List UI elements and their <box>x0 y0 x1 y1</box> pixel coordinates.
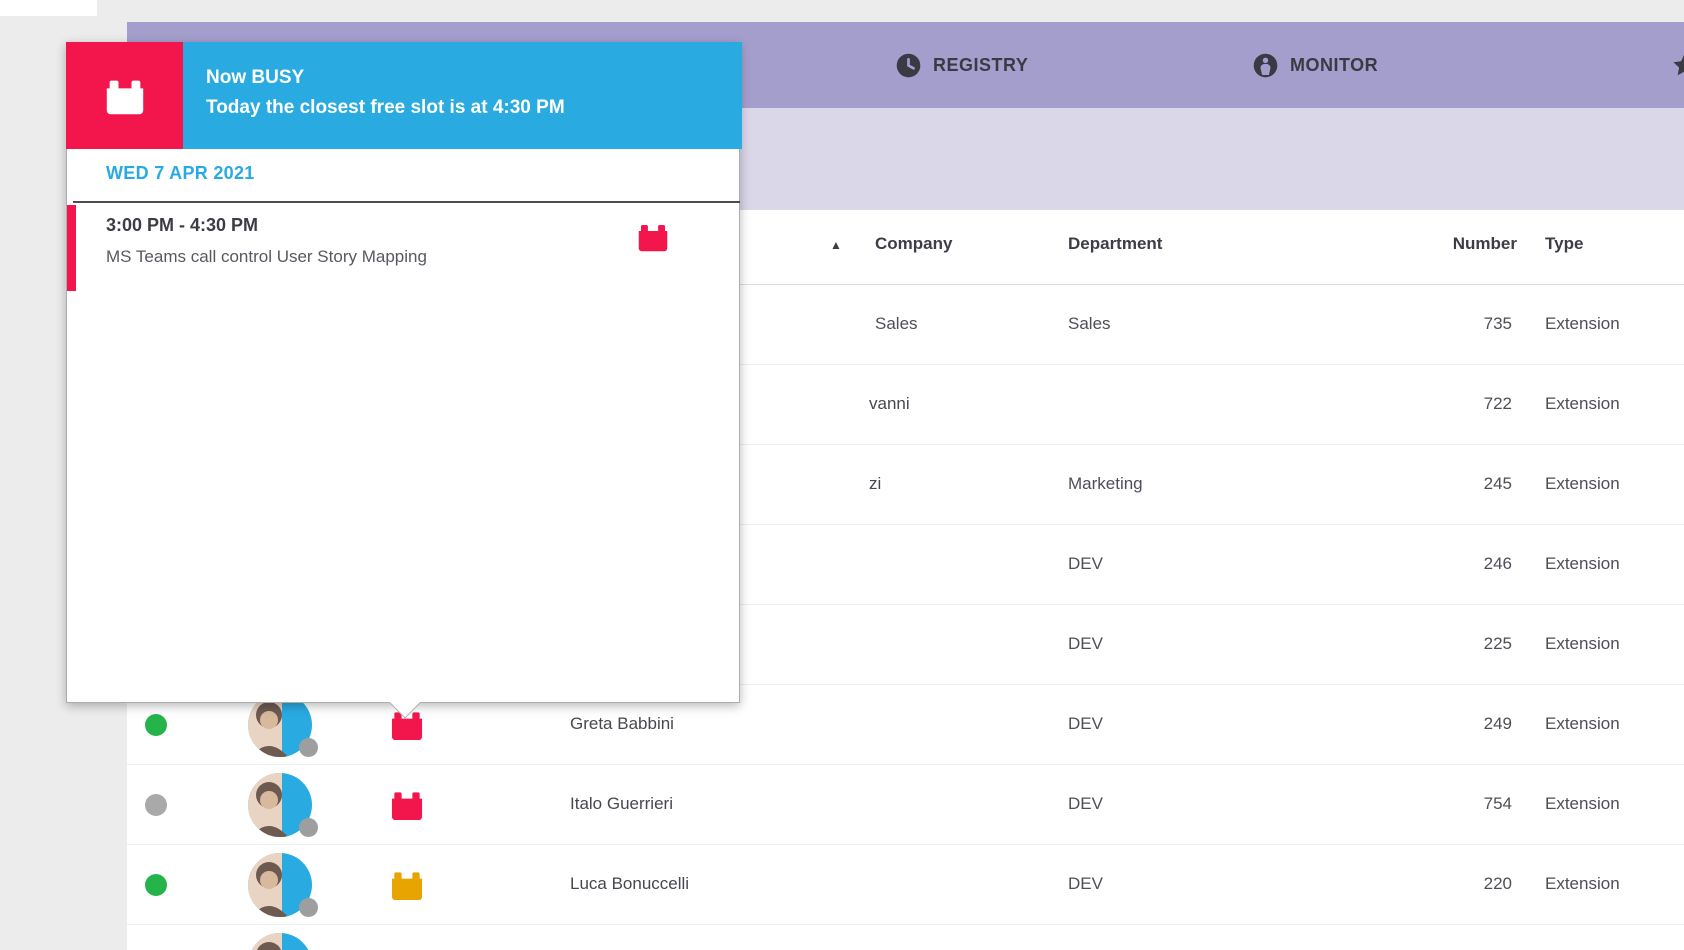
column-header-type[interactable]: Type <box>1545 234 1584 253</box>
table-row[interactable]: Luca Bonuccelli DEV 220 Extension <box>127 845 1684 925</box>
cell-department: DEV <box>1068 874 1103 893</box>
cell-type: Extension <box>1545 394 1620 413</box>
nav-label-monitor: MONITOR <box>1290 54 1379 75</box>
person-icon <box>1253 53 1278 77</box>
presence-indicator <box>145 874 167 896</box>
cell-number: 220 <box>1483 874 1512 893</box>
popup-status-title: Now BUSY <box>206 67 305 88</box>
nav-item-monitor[interactable]: MONITOR <box>1252 22 1378 108</box>
cell-name: vanni <box>869 394 910 413</box>
avatar[interactable] <box>248 933 312 950</box>
background-window-corner <box>0 0 97 16</box>
cell-type: Extension <box>1545 554 1620 573</box>
cell-type: Extension <box>1545 714 1620 733</box>
nav-item-favorites[interactable]: FAVORITES <box>1671 22 1684 108</box>
cell-number: 246 <box>1483 554 1512 573</box>
cell-type: Extension <box>1545 474 1620 493</box>
status-subdot <box>299 818 318 837</box>
cell-department: DEV <box>1068 794 1103 813</box>
presence-indicator <box>145 714 167 736</box>
avatar[interactable] <box>248 773 318 837</box>
calendar-icon[interactable] <box>388 946 426 950</box>
nav-item-registry[interactable]: REGISTRY <box>895 22 1028 108</box>
cell-type: Extension <box>1545 794 1620 813</box>
table-header-row: ▲ Company Department Number Type <box>127 210 1684 285</box>
calendar-icon[interactable] <box>388 786 426 824</box>
table-row[interactable]: Mamadou El Bouh DEV 243 Extension <box>127 925 1684 950</box>
cell-number: 245 <box>1483 474 1512 493</box>
calendar-icon[interactable] <box>388 866 426 904</box>
calendar-popup: Now BUSY Today the closest free slot is … <box>66 42 742 719</box>
popup-date-header: WED 7 APR 2021 <box>106 163 255 183</box>
popup-separator <box>73 201 740 203</box>
cell-company: Sales <box>875 314 918 333</box>
table-row[interactable]: Italo Guerrieri DEV 754 Extension <box>127 765 1684 845</box>
popup-status-subtitle: Today the closest free slot is at 4:30 P… <box>206 97 565 118</box>
cell-name: Italo Guerrieri <box>570 794 673 813</box>
cell-department: DEV <box>1068 634 1103 653</box>
cell-number: 722 <box>1483 394 1512 413</box>
cell-type: Extension <box>1545 314 1620 333</box>
calendar-event-item[interactable]: 3:00 PM - 4:30 PM MS Teams call control … <box>67 203 741 293</box>
event-busy-stripe <box>67 205 76 291</box>
sort-ascending-icon[interactable]: ▲ <box>830 238 842 252</box>
calendar-icon <box>638 225 668 252</box>
cell-department: Sales <box>1068 314 1111 333</box>
cell-number: 225 <box>1483 634 1512 653</box>
column-header-department[interactable]: Department <box>1068 234 1163 253</box>
column-header-company[interactable]: Company <box>875 234 953 253</box>
cell-name: zi <box>869 474 882 493</box>
star-icon <box>1673 54 1684 75</box>
cell-number: 249 <box>1483 714 1512 733</box>
cell-number: 735 <box>1483 314 1512 333</box>
cell-type: Extension <box>1545 874 1620 893</box>
event-title: MS Teams call control User Story Mapping <box>106 247 427 266</box>
status-subdot <box>299 738 318 757</box>
cell-department: DEV <box>1068 554 1103 573</box>
cell-name: Luca Bonuccelli <box>570 874 690 893</box>
presence-indicator <box>145 794 167 816</box>
status-subdot <box>299 898 318 917</box>
nav-label-registry: REGISTRY <box>933 54 1029 75</box>
cell-number: 754 <box>1483 794 1512 813</box>
cell-type: Extension <box>1545 634 1620 653</box>
column-header-number[interactable]: Number <box>1452 234 1517 253</box>
cell-name: Greta Babbini <box>570 714 674 733</box>
cell-department: DEV <box>1068 714 1103 733</box>
avatar[interactable] <box>248 693 318 757</box>
event-time: 3:00 PM - 4:30 PM <box>106 215 259 235</box>
popup-status-header: Now BUSY Today the closest free slot is … <box>66 42 742 149</box>
avatar[interactable] <box>248 853 318 917</box>
calendar-icon <box>66 42 183 149</box>
popup-status-text: Now BUSY Today the closest free slot is … <box>183 42 742 149</box>
cell-department: Marketing <box>1068 474 1143 493</box>
clock-icon <box>896 53 921 77</box>
